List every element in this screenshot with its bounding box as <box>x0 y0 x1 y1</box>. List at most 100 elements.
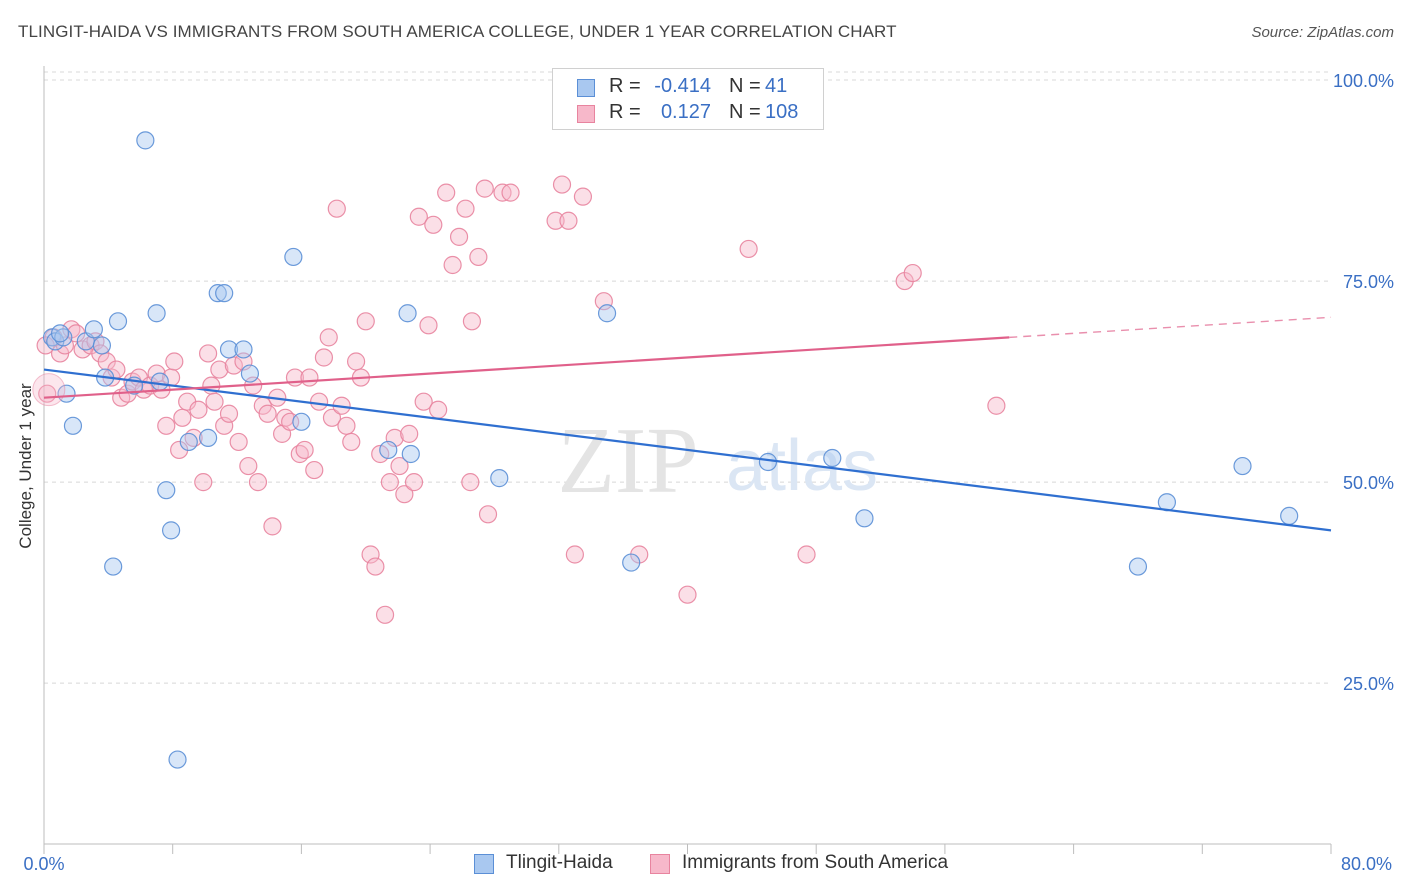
point-immigrants <box>165 352 184 371</box>
x-tick-labels: 0.0% 80.0% <box>23 854 1392 874</box>
chart-title: TLINGIT-HAIDA VS IMMIGRANTS FROM SOUTH A… <box>18 22 897 41</box>
point-tlingit-haida <box>1128 557 1148 576</box>
point-immigrants <box>322 408 342 427</box>
point-tlingit-haida <box>240 364 260 383</box>
point-tlingit-haida <box>63 416 83 435</box>
series-name-immigrants: Immigrants from South America <box>682 852 949 873</box>
point-tlingit-haida <box>198 428 218 447</box>
point-immigrants <box>478 505 498 524</box>
point-immigrants <box>375 605 395 624</box>
point-tlingit-haida <box>161 521 181 540</box>
point-immigrants <box>346 352 366 371</box>
point-immigrants <box>739 239 758 259</box>
point-immigrants <box>462 312 482 331</box>
y-tick-label: 75.0% <box>1343 272 1394 292</box>
point-tlingit-haida <box>292 412 311 431</box>
point-tlingit-haida <box>284 247 303 267</box>
legend-r-label: R = <box>609 75 641 97</box>
point-immigrants <box>443 255 462 275</box>
legend-r-value: 0.127 <box>660 101 711 123</box>
point-immigrants <box>263 517 282 536</box>
point-immigrants <box>678 585 697 604</box>
point-immigrants <box>314 348 334 367</box>
point-immigrants <box>229 432 248 452</box>
point-immigrants <box>342 432 361 452</box>
point-immigrants <box>210 360 229 379</box>
point-immigrants <box>258 404 277 423</box>
point-immigrants <box>469 247 488 267</box>
watermark-atlas: atlas <box>726 426 878 506</box>
point-immigrants <box>565 545 584 564</box>
point-tlingit-haida <box>215 284 234 303</box>
trend-line-immigrants-extension <box>1009 316 1332 339</box>
source-label: Source: ZipAtlas.com <box>1251 24 1394 41</box>
point-immigrants <box>173 408 192 427</box>
point-immigrants <box>337 416 356 435</box>
point-immigrants <box>461 473 480 492</box>
point-immigrants <box>319 328 338 347</box>
point-immigrants <box>380 473 399 492</box>
point-immigrants <box>559 211 578 230</box>
point-immigrants <box>295 440 314 460</box>
point-immigrants <box>309 392 329 411</box>
point-tlingit-haida <box>147 304 166 323</box>
point-immigrants <box>437 183 456 202</box>
point-immigrants <box>987 396 1006 415</box>
point-tlingit-haida <box>758 452 778 472</box>
y-tick-labels: 25.0% 50.0% 75.0% 100.0% <box>1333 71 1394 694</box>
y-tick-label: 100.0% <box>1333 71 1394 91</box>
point-immigrants <box>189 400 208 419</box>
point-tlingit-haida <box>490 469 509 488</box>
point-immigrants <box>390 456 409 476</box>
point-immigrants <box>194 473 213 492</box>
point-tlingit-haida <box>92 336 112 355</box>
series-swatch-blue <box>474 854 494 874</box>
point-immigrants <box>198 344 218 363</box>
point-tlingit-haida <box>401 444 420 464</box>
point-immigrants <box>239 456 258 476</box>
point-immigrants <box>449 227 469 246</box>
point-immigrants <box>205 392 224 411</box>
point-tlingit-haida <box>398 304 417 323</box>
x-tick-label-max: 80.0% <box>1341 854 1392 874</box>
legend-n-label: N = <box>729 101 761 123</box>
legend-n-label: N = <box>729 75 761 97</box>
point-tlingit-haida <box>1233 456 1252 476</box>
point-tlingit-haida <box>150 372 169 391</box>
series-legend: Tlingit-Haida Immigrants from South Amer… <box>0 851 1406 879</box>
legend-swatch-pink <box>577 105 595 123</box>
point-immigrants <box>404 473 424 492</box>
trend-line-immigrants <box>43 336 1010 399</box>
y-tick-label: 50.0% <box>1343 473 1394 493</box>
point-immigrants <box>797 545 816 564</box>
point-tlingit-haida <box>168 750 187 769</box>
legend-swatch-blue <box>577 79 595 97</box>
legend-r-label: R = <box>609 101 641 123</box>
point-immigrants <box>903 263 922 283</box>
point-immigrants <box>501 183 520 202</box>
point-tlingit-haida <box>84 320 103 339</box>
point-tlingit-haida <box>136 131 155 150</box>
legend-n-value: 41 <box>765 75 788 97</box>
point-tlingit-haida <box>622 553 641 572</box>
point-tlingit-haida <box>379 440 398 460</box>
trend-lines <box>43 316 1332 532</box>
axes <box>43 66 1332 854</box>
point-immigrants <box>546 211 565 230</box>
trend-line-tlingit-haida <box>43 368 1332 532</box>
point-immigrants <box>475 179 494 198</box>
point-tlingit-haida <box>179 432 198 452</box>
point-immigrants <box>305 460 324 480</box>
point-immigrants <box>248 473 268 492</box>
series-name-tlingit-haida: Tlingit-Haida <box>506 852 613 873</box>
point-tlingit-haida <box>208 284 227 303</box>
point-immigrants <box>395 485 414 504</box>
point-immigrants-large <box>32 373 66 407</box>
point-tlingit-haida <box>157 481 176 500</box>
point-immigrants <box>327 199 346 218</box>
point-immigrants <box>424 215 443 234</box>
legend-r-value: -0.414 <box>654 75 711 97</box>
point-immigrants <box>219 404 239 423</box>
x-tick-label-min: 0.0% <box>23 854 64 874</box>
